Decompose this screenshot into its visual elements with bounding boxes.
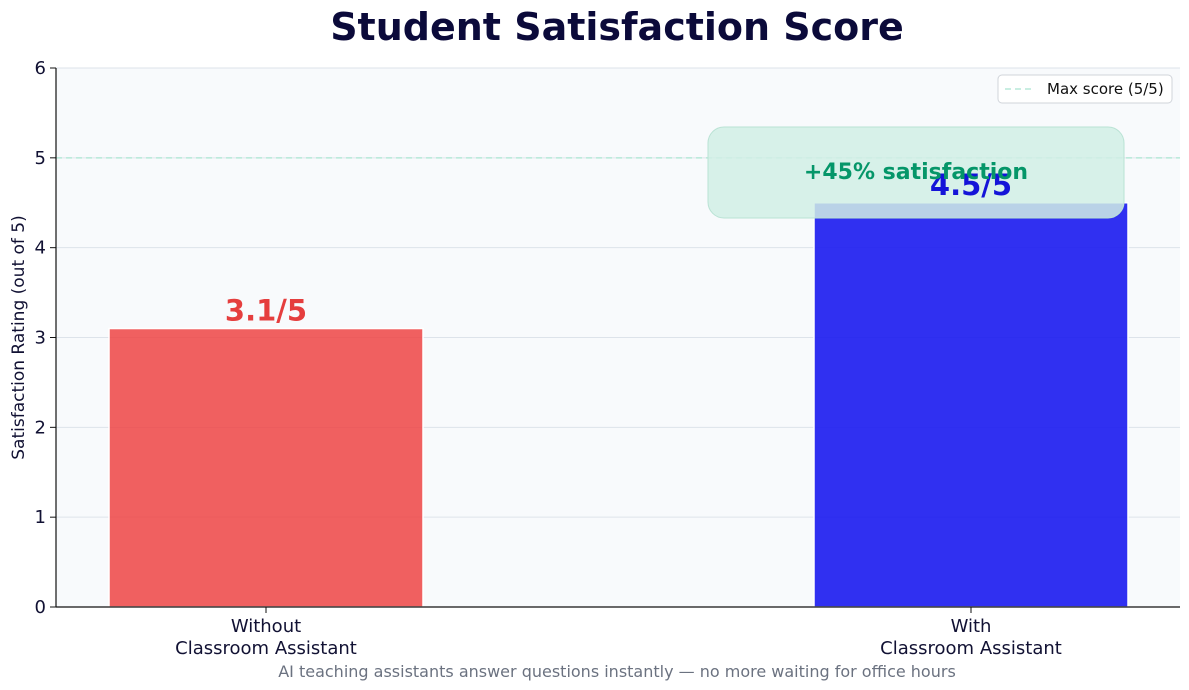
y-tick-label: 5 [35,148,46,169]
x-tick-label: Without Classroom Assistant [175,616,357,659]
chart-subtitle: AI teaching assistants answer questions … [278,662,956,681]
y-tick-labels: 0 1 2 3 4 5 6 [35,58,46,618]
y-tick-label: 1 [35,507,46,528]
axes [50,67,1180,613]
value-label: 4.5/5 [930,168,1012,202]
y-tick-label: 0 [35,597,46,618]
bar-layer [108,202,1129,608]
bar-without-assistant [108,327,424,608]
annotation-layer [707,126,1125,219]
legend-box [997,74,1173,104]
y-tick-label: 6 [35,58,46,79]
x-tick-label: With Classroom Assistant [880,616,1062,659]
x-tick-labels: Without Classroom Assistant With Classroom … [175,616,1062,659]
legend: Max score (5/5) [997,74,1173,104]
y-tick-label: 4 [35,238,46,259]
y-tick-label: 3 [35,328,46,349]
y-tick-label: 2 [35,417,46,438]
chart-title: Student Satisfaction Score [330,5,904,49]
annotation-box [707,126,1125,219]
y-axis-label: Satisfaction Rating (out of 5) [9,215,29,460]
value-label-layer: 3.1/5 4.5/5 [225,168,1012,328]
bar-with-assistant [813,202,1129,608]
legend-label-max-score: Max score (5/5) [1047,80,1164,98]
annotation-text: +45% satisfaction [804,160,1028,185]
value-label: 3.1/5 [225,294,307,328]
